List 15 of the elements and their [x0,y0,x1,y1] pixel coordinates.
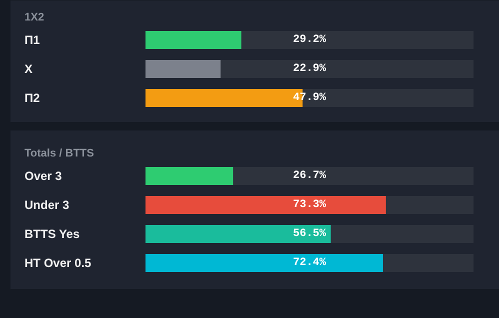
data-label: 73.3% [292,199,326,211]
data-label: 72.4% [292,257,326,269]
y-tick-label: П2 [24,91,40,105]
y-tick-label: Over 3 [24,169,62,183]
data-label: 26.7% [292,170,326,182]
y-tick-label: HT Over 0.5 [24,256,92,270]
y-tick-label: BTTS Yes [24,227,80,241]
y-tick-label: П1 [24,33,40,47]
data-label: 29.2% [292,34,326,46]
text: 1X2 [24,12,44,24]
y-tick-label: Under 3 [24,198,70,212]
chart-title: Totals / BTTS [24,148,94,160]
data-label: 56.5% [292,228,326,240]
data-label: 22.9% [292,63,326,75]
y-tick-label: X [24,62,33,76]
